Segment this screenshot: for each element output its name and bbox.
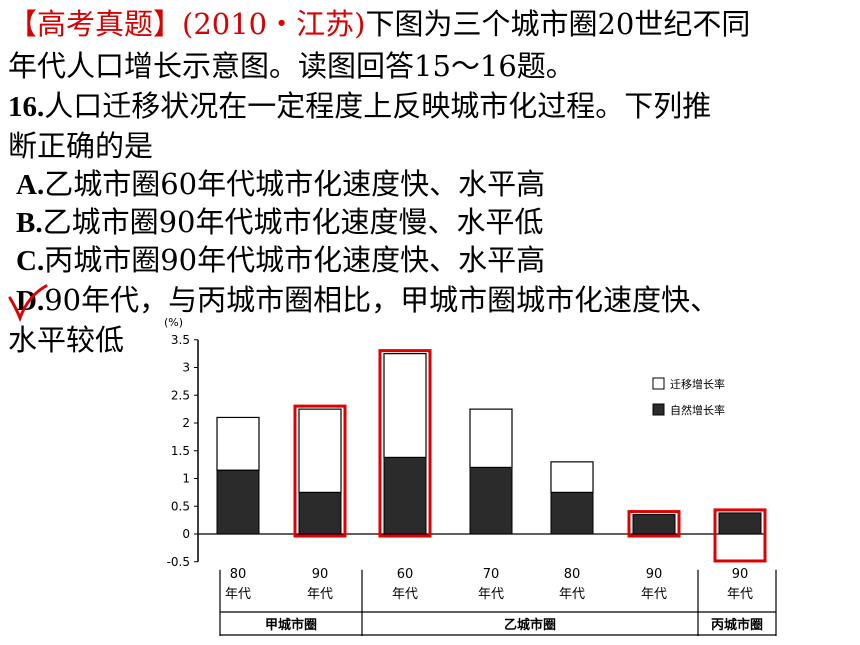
option-a-letter: A. <box>16 169 45 201</box>
x-tick-label: 年代 <box>307 587 333 602</box>
group-label: 丙城市圈 <box>711 617 763 633</box>
legend-swatch-natural <box>652 403 665 416</box>
option-c-letter: C. <box>16 245 45 277</box>
x-tick-label: 60 <box>397 567 414 582</box>
x-tick-label: 80 <box>564 567 581 582</box>
question-intro-2: 年代人口增长示意图。读图回答15～16题。 <box>8 49 575 83</box>
x-tick-label: 年代 <box>225 587 251 602</box>
question-stem-line-1: 16.人口迁移状况在一定程度上反映城市化过程。下列推 <box>8 88 711 125</box>
option-d-text-2: 水平较低 <box>8 323 125 357</box>
option-c[interactable]: C.丙城市圈90年代城市化速度快、水平高 <box>16 242 545 279</box>
x-tick-label: 70 <box>483 567 500 582</box>
bar-migration-growth <box>383 353 427 459</box>
bar-natural-growth <box>550 491 594 535</box>
highlight-box <box>713 508 767 563</box>
population-growth-chart: (%) 3.5 3 2.5 2 1.5 1 0.5 0 -0.5 80 年代 90 年代 60 年代 70 年代 8… <box>164 316 777 636</box>
y-tick-label: 2 <box>182 416 190 430</box>
group-label: 甲城市圈 <box>265 617 317 633</box>
option-b-letter: B. <box>16 207 43 239</box>
bar-migration-growth <box>469 408 513 469</box>
x-tick-label: 80 <box>230 567 247 582</box>
x-tick-label: 90 <box>732 567 749 582</box>
question-number: 16. <box>8 91 45 123</box>
option-d-text: 90年代，与丙城市圈相比，甲城市圈城市化速度快、 <box>44 283 720 317</box>
y-tick-label: 1 <box>182 472 190 486</box>
y-tick-label: 0 <box>182 527 190 541</box>
option-a-text: 乙城市圈60年代城市化速度快、水平高 <box>44 167 546 201</box>
question-intro-line-1: 【高考真题】(2010・江苏)下图为三个城市圈20世纪不同 <box>8 6 750 42</box>
y-tick-label: 2.5 <box>171 388 190 402</box>
bar-natural-growth <box>383 456 427 535</box>
x-tick-label: 90 <box>646 567 663 582</box>
legend-label-natural: 自然增长率 <box>670 403 725 417</box>
y-tick-label: 3.5 <box>171 333 190 347</box>
bar-natural-growth <box>718 512 762 535</box>
y-unit-label: (%) <box>164 316 183 329</box>
group-label: 乙城市圈 <box>504 617 556 633</box>
y-tick-label: 3 <box>182 361 190 375</box>
x-tick-label: 90 <box>312 567 329 582</box>
highlight-box <box>293 404 347 538</box>
y-tick-label: -0.5 <box>167 555 190 569</box>
x-tick-label: 年代 <box>559 587 585 602</box>
option-b-text: 乙城市圈90年代城市化速度慢、水平低 <box>42 205 544 239</box>
question-intro-1: 下图为三个城市圈20世纪不同 <box>365 7 751 41</box>
x-tick-label: 年代 <box>478 587 504 602</box>
bar-natural-growth <box>216 469 260 535</box>
bar-natural-growth <box>632 514 676 535</box>
option-a[interactable]: A.乙城市圈60年代城市化速度快、水平高 <box>16 166 545 203</box>
x-tick-label: 年代 <box>641 587 667 602</box>
y-tick-label: 1.5 <box>171 444 190 458</box>
highlight-box <box>627 510 681 538</box>
question-stem-2: 断正确的是 <box>8 129 154 163</box>
bar-migration-growth <box>550 461 594 493</box>
option-c-text: 丙城市圈90年代城市化速度快、水平高 <box>44 243 546 277</box>
bar-migration-growth <box>298 408 342 493</box>
question-source: 【高考真题】(2010・江苏) <box>8 7 366 41</box>
option-b[interactable]: B.乙城市圈90年代城市化速度慢、水平低 <box>16 204 544 241</box>
bar-migration-growth <box>216 416 260 471</box>
y-tick-label: 0.5 <box>171 499 190 513</box>
x-tick-label: 年代 <box>392 587 418 602</box>
legend-swatch-migration <box>652 377 665 390</box>
checkmark-icon <box>8 284 48 322</box>
option-d[interactable]: D.90年代，与丙城市圈相比，甲城市圈城市化速度快、 <box>16 282 719 319</box>
bar-natural-growth <box>469 466 513 535</box>
x-tick-label: 年代 <box>727 587 753 602</box>
highlight-box <box>378 349 432 538</box>
legend-label-migration: 迁移增长率 <box>670 377 725 391</box>
bar-natural-growth <box>298 491 342 535</box>
question-stem-1: 人口迁移状况在一定程度上反映城市化过程。下列推 <box>44 89 712 123</box>
